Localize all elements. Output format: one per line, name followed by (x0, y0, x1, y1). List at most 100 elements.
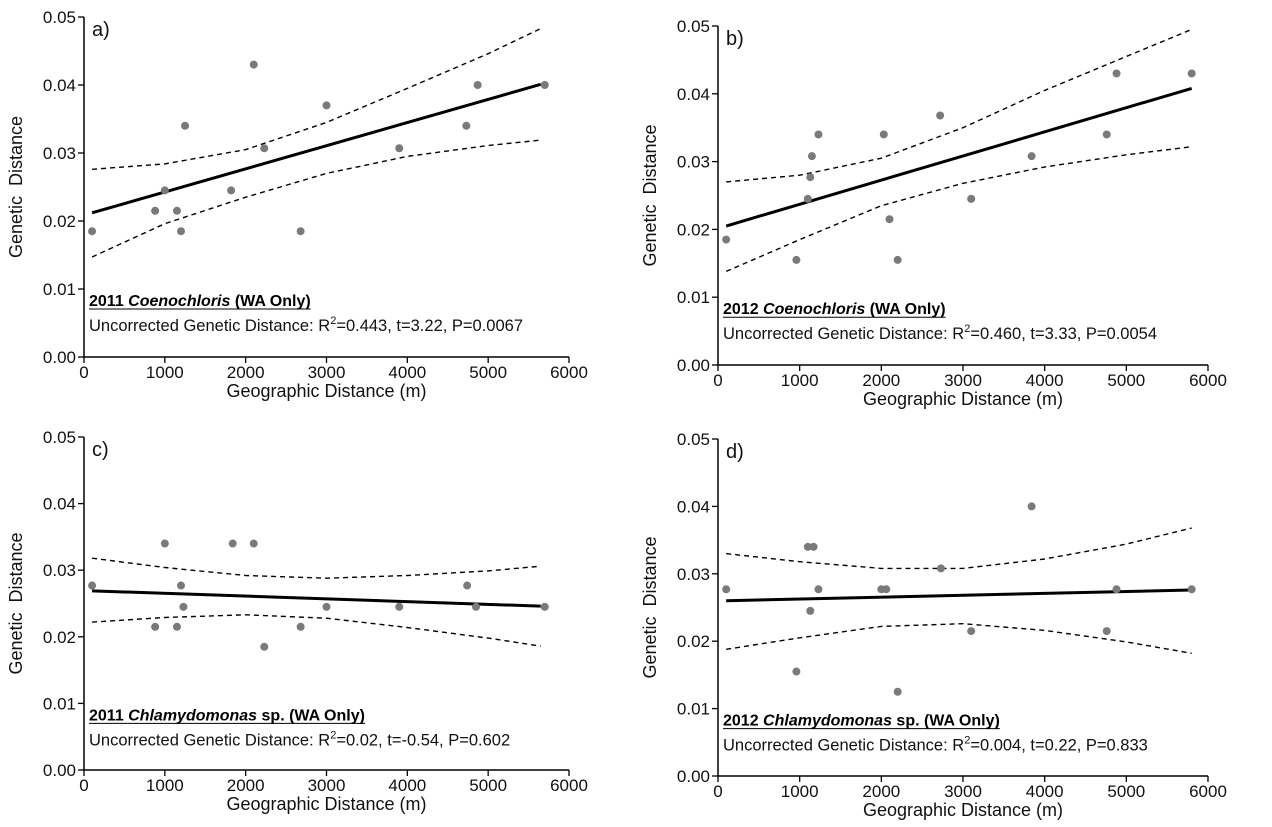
stats-prefix: Uncorrected Genetic Distance: R (723, 737, 964, 755)
y-tick-label: 0.01 (677, 288, 710, 307)
title-year: 2011 (89, 293, 128, 310)
x-tick-label: 3000 (944, 371, 982, 390)
x-tick-label: 6000 (1189, 371, 1227, 390)
x-tick-label: 4000 (388, 363, 426, 382)
x-tick-label: 0 (79, 363, 88, 382)
data-point (472, 602, 481, 611)
y-axis-label: Genetic Distance (640, 536, 660, 678)
x-tick-label: 2000 (862, 782, 900, 801)
data-point (792, 255, 801, 264)
y-tick-label: 0.01 (677, 700, 710, 719)
data-point (463, 581, 472, 590)
data-point (806, 606, 815, 615)
data-point (967, 194, 976, 203)
title-year: 2011 (89, 707, 128, 724)
panel-label: d) (726, 441, 744, 463)
y-tick-label: 0.02 (677, 632, 710, 651)
regression-line (726, 588, 1192, 603)
data-point (809, 542, 818, 551)
data-point (172, 622, 181, 631)
stats-superscript: 2 (330, 729, 336, 741)
stats-text: Uncorrected Genetic Distance: R2=0.460, … (723, 323, 1157, 343)
data-point (160, 186, 169, 195)
title-year: 2012 (723, 713, 763, 730)
x-tick-label: 2000 (227, 363, 265, 382)
panel-title: 2012 Chlamydomonas sp. (WA Only) (723, 713, 1000, 730)
y-tick-label: 0.01 (43, 694, 76, 713)
x-tick-label: 3000 (944, 782, 982, 801)
y-tick-label: 0.00 (43, 348, 76, 367)
ci-upper-line (726, 527, 1192, 570)
y-tick-label: 0.04 (43, 495, 76, 514)
x-axis-label: Geographic Distance (m) (226, 381, 426, 401)
x-tick-label: 0 (713, 782, 722, 801)
stats-superscript: 2 (964, 323, 970, 335)
data-point (177, 581, 185, 590)
data-point (893, 687, 902, 696)
x-tick-label: 1000 (146, 776, 184, 795)
panel-c: 0.00 0.01 0.02 0.03 0.04 0.05 0 1000 2000 3000 400… (6, 428, 588, 814)
y-tick-label: 0.04 (677, 85, 710, 104)
data-point (879, 130, 888, 139)
data-point (882, 585, 891, 594)
x-tick-label: 6000 (550, 363, 588, 382)
regression-line (92, 589, 541, 608)
panel-label: c) (92, 439, 109, 461)
x-tick-label: 0 (713, 371, 722, 390)
data-point (1027, 152, 1036, 161)
data-point (88, 227, 97, 236)
x-tick-label: 5000 (469, 776, 507, 795)
ci-upper-line (92, 557, 541, 579)
data-point (1027, 502, 1036, 511)
panel-title: 2012 Coenochloris (WA Only) (723, 301, 946, 318)
x-tick-label: 5000 (469, 363, 507, 382)
y-tick-label: 0.05 (43, 428, 76, 447)
panel-title: 2011 Chlamydomonas sp. (WA Only) (89, 707, 365, 724)
data-point (395, 144, 404, 153)
stats-text: Uncorrected Genetic Distance: R2=0.443, … (89, 315, 523, 335)
y-tick-label: 0.05 (43, 8, 76, 27)
data-point (540, 602, 549, 611)
title-genus: Coenochloris (128, 293, 230, 310)
x-tick-label: 4000 (1026, 371, 1064, 390)
data-point (540, 81, 549, 89)
regression-line (725, 86, 1193, 228)
title-year: 2012 (723, 301, 763, 318)
stats-values: =0.460, t=3.33, P=0.0054 (970, 325, 1157, 343)
data-point (181, 121, 190, 130)
y-tick-label: 0.05 (677, 430, 710, 449)
ci-lower-line (725, 146, 1192, 273)
data-point (967, 627, 976, 636)
data-point (260, 144, 269, 153)
data-point (473, 81, 482, 89)
x-axis-label: Geographic Distance (m) (863, 800, 1063, 820)
data-point (1112, 585, 1121, 594)
data-point (249, 539, 258, 548)
data-point (179, 602, 188, 611)
data-point (814, 585, 823, 594)
x-tick-label: 1000 (781, 782, 819, 801)
y-axis-label: Genetic Distance (6, 532, 26, 674)
x-tick-label: 6000 (1189, 782, 1227, 801)
regression-line (91, 82, 542, 215)
data-point (249, 60, 258, 69)
data-point (806, 173, 815, 182)
data-point (260, 642, 269, 651)
ci-upper-line (92, 27, 542, 170)
data-point (227, 186, 236, 195)
data-point (1102, 627, 1111, 636)
x-tick-label: 2000 (862, 371, 900, 390)
x-tick-label: 2000 (227, 776, 265, 795)
data-point (228, 539, 237, 548)
y-axis-label: Genetic Distance (640, 124, 660, 266)
data-point (1187, 69, 1196, 78)
ci-lower-line (92, 614, 541, 647)
y-tick-label: 0.04 (43, 76, 76, 95)
x-tick-label: 4000 (1026, 782, 1064, 801)
panel-d: 0.00 0.01 0.02 0.03 0.04 0.05 0 1000 2000 3000 400… (640, 430, 1227, 820)
x-axis-label: Geographic Distance (m) (226, 794, 426, 814)
y-tick-label: 0.05 (677, 17, 710, 36)
data-point (322, 101, 331, 110)
data-point (807, 152, 816, 161)
